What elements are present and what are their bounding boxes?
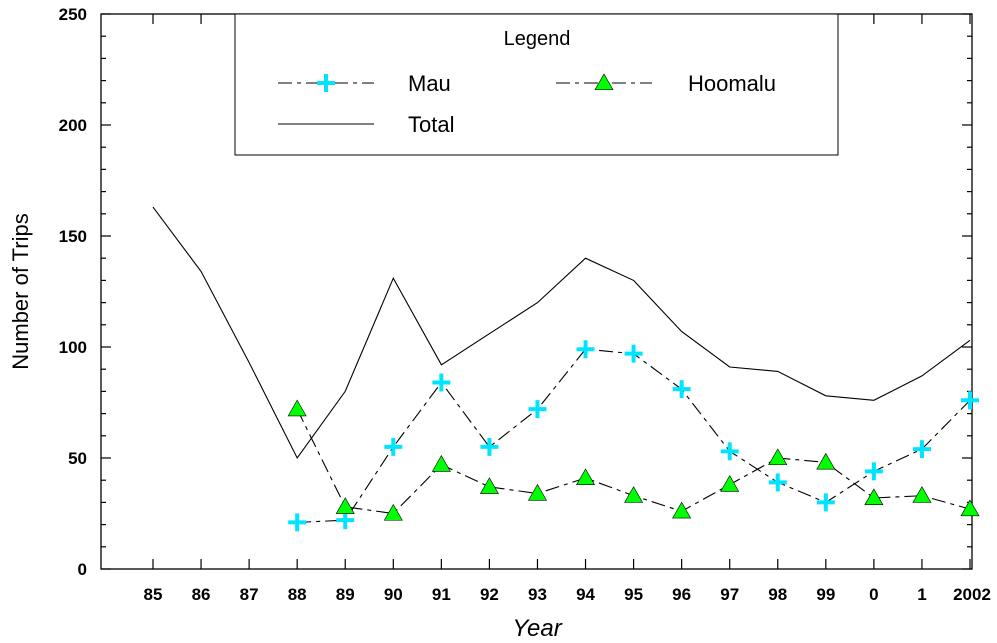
tick-labels: 0 50 100 150 200 250 85 86 87 88 89 90 91 92 93 94 95 96 9…	[59, 5, 991, 604]
legend-item-mau: Mau	[278, 71, 451, 96]
plus-marker	[624, 344, 643, 363]
legend: Legend Mau Hoomalu Total	[234, 13, 839, 156]
triangle-marker	[912, 486, 932, 503]
legend-label-mau: Mau	[408, 71, 451, 96]
plus-marker	[480, 437, 499, 456]
plus-marker	[864, 462, 883, 481]
plus-marker	[720, 442, 739, 461]
plus-marker	[768, 473, 787, 492]
legend-label-total: Total	[408, 112, 454, 137]
legend-item-total: Total	[278, 112, 454, 137]
triangle-marker	[720, 475, 740, 492]
plus-marker	[432, 373, 451, 392]
plus-marker	[672, 380, 691, 399]
x-tick-label: 89	[336, 585, 355, 604]
y-tick-label: 250	[59, 5, 87, 24]
series-line-total	[152, 206, 971, 460]
x-tick-label: 98	[768, 585, 787, 604]
x-axis-title: Year	[512, 615, 562, 642]
x-tick-label: 85	[144, 585, 163, 604]
triangle-marker	[672, 501, 692, 519]
plus-marker	[317, 74, 335, 92]
triangle-marker	[960, 499, 980, 517]
plus-marker	[912, 440, 931, 459]
triangle-marker	[479, 477, 499, 494]
x-tick-label: 1	[917, 585, 926, 604]
triangle-marker	[624, 486, 644, 503]
legend-box	[234, 13, 839, 156]
x-tick-label: 97	[720, 585, 739, 604]
y-tick-label: 200	[59, 116, 87, 135]
x-tick-label: 93	[528, 585, 547, 604]
triangle-marker	[527, 483, 547, 501]
x-tick-label: 2002	[953, 585, 991, 604]
triangle-marker	[594, 73, 614, 91]
plus-marker	[384, 437, 403, 456]
series-hoomalu	[287, 399, 980, 521]
x-tick-label: 91	[432, 585, 451, 604]
legend-title: Legend	[504, 28, 571, 50]
x-tick-label: 95	[624, 585, 643, 604]
plus-marker	[288, 513, 307, 532]
x-tick-label: 96	[672, 585, 691, 604]
legend-item-hoomalu: Hoomalu	[556, 71, 776, 96]
y-tick-label: 50	[68, 449, 87, 468]
plus-marker	[336, 511, 355, 530]
triangle-marker	[864, 488, 884, 506]
series-mau	[288, 340, 979, 532]
y-tick-label: 100	[59, 338, 87, 357]
triangle-marker	[383, 503, 403, 521]
x-tick-label: 90	[384, 585, 403, 604]
series-layer	[152, 206, 980, 532]
x-tick-label: 86	[192, 585, 211, 604]
triangle-marker	[576, 468, 596, 486]
y-tick-label: 150	[59, 227, 87, 246]
x-tick-label: 99	[816, 585, 835, 604]
triangle-marker	[287, 399, 307, 417]
x-tick-label: 92	[480, 585, 499, 604]
plus-marker	[528, 400, 547, 419]
y-tick-label: 0	[78, 560, 87, 579]
x-tick-label: 88	[288, 585, 307, 604]
triangle-marker	[816, 452, 836, 470]
legend-items: Mau Hoomalu Total	[278, 71, 776, 137]
x-tick-label: 87	[240, 585, 259, 604]
series-total	[152, 206, 971, 460]
plus-marker	[816, 493, 835, 512]
y-axis-title: Number of Trips	[8, 213, 33, 370]
triangle-marker	[335, 497, 355, 514]
triangle-marker	[431, 455, 451, 472]
triangle-marker	[768, 448, 788, 466]
plus-marker	[576, 340, 595, 359]
legend-label-hoomalu: Hoomalu	[688, 71, 776, 96]
x-tick-label: 94	[576, 585, 595, 604]
x-tick-label: 0	[869, 585, 878, 604]
plus-marker	[961, 391, 979, 410]
